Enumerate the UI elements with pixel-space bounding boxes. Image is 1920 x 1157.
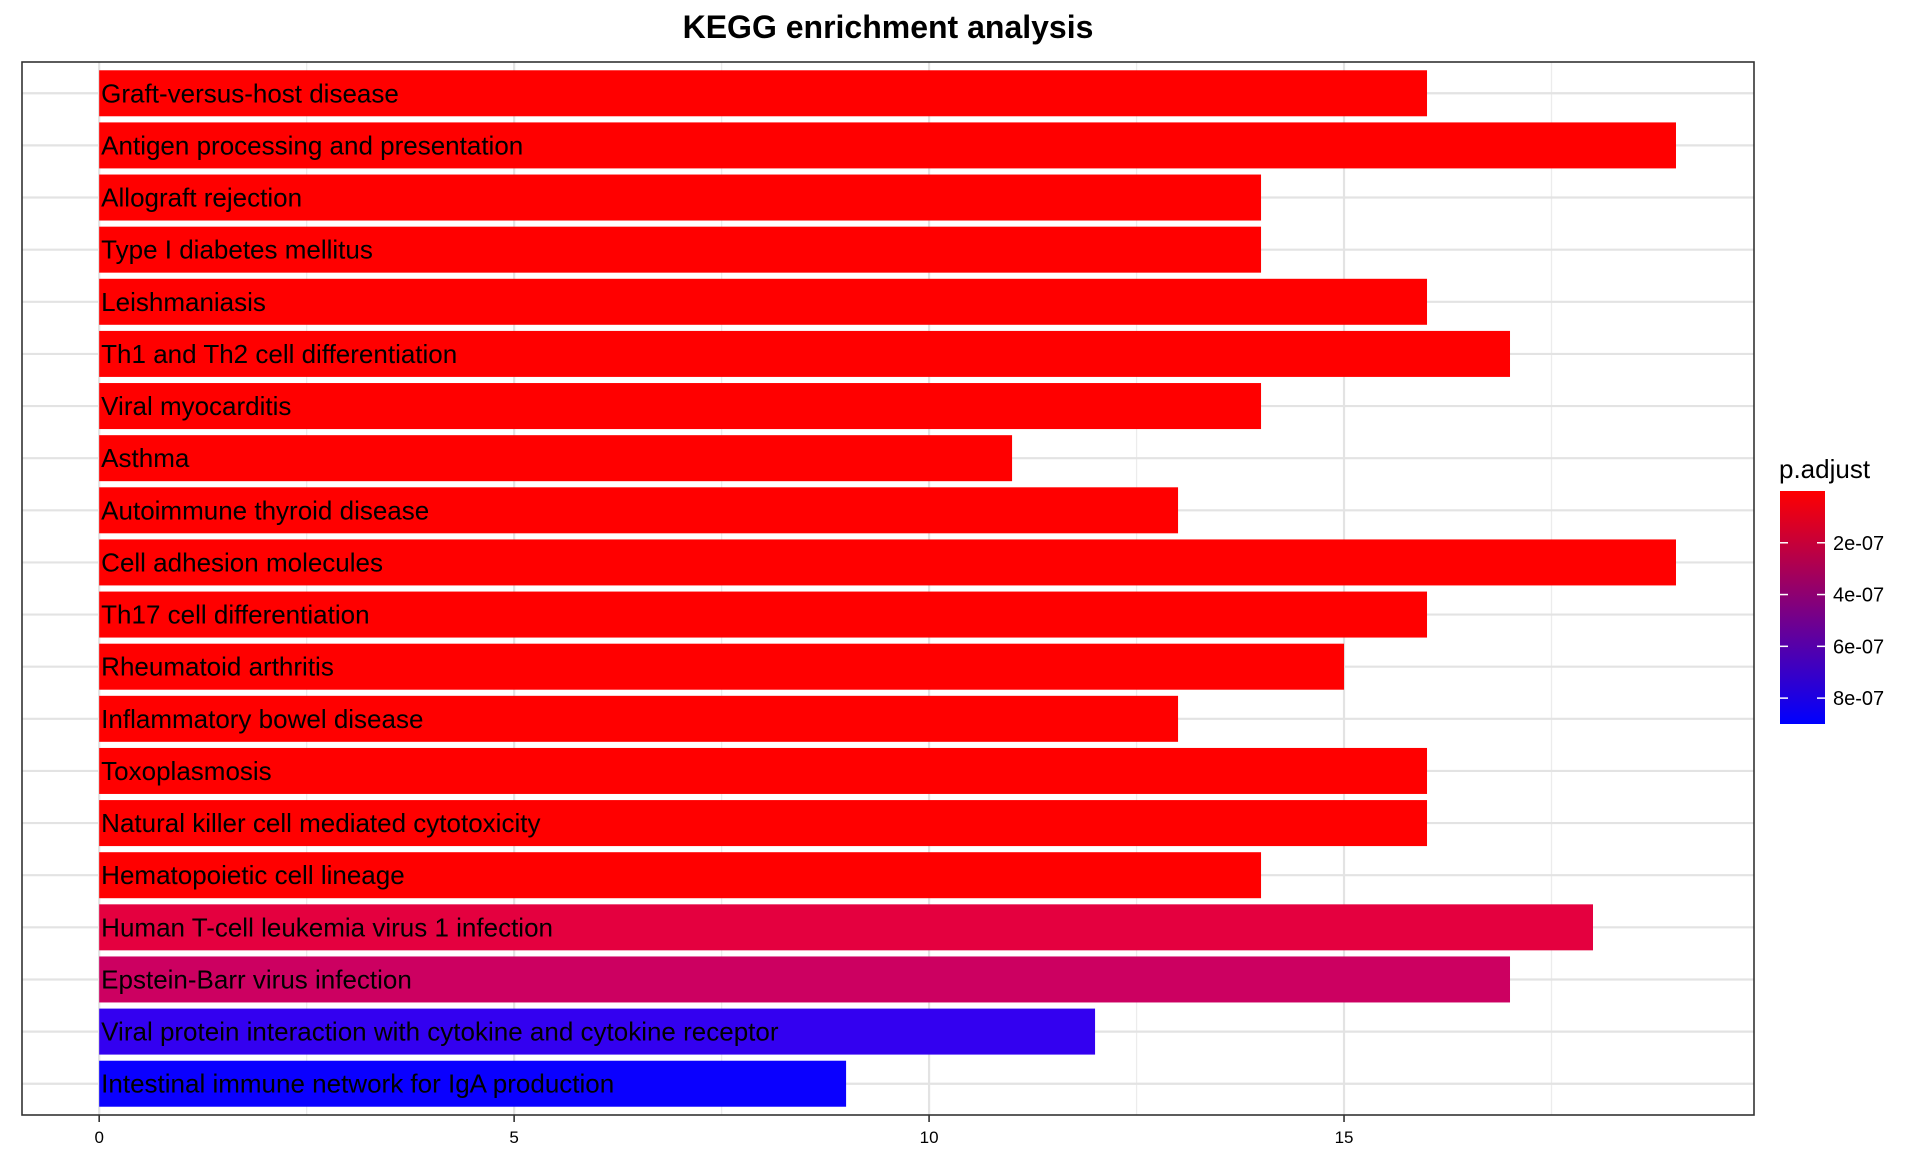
bar	[99, 1060, 847, 1107]
plot-border	[21, 61, 1755, 1116]
bar	[99, 487, 1179, 534]
legend-tick-label: 4e-07	[1833, 585, 1884, 607]
bar-label: Cell adhesion molecules	[101, 547, 383, 577]
legend-tick-label: 8e-07	[1833, 688, 1884, 710]
bar-label: Antigen processing and presentation	[101, 130, 523, 160]
bar-label: Natural killer cell mediated cytotoxicit…	[101, 808, 540, 838]
bar	[99, 852, 1262, 899]
bar-label: Epstein-Barr virus infection	[101, 964, 412, 994]
x-tick-label: 15	[1335, 1128, 1354, 1147]
bar	[99, 330, 1511, 377]
bar	[99, 435, 1013, 482]
bars	[99, 70, 1676, 1107]
bar	[99, 70, 1428, 117]
bar-label: Human T-cell leukemia virus 1 infection	[101, 912, 553, 942]
legend-title: p.adjust	[1779, 454, 1871, 484]
x-tick-label: 5	[509, 1128, 518, 1147]
legend: p.adjust 2e-07 4e-07 6e-07 8e-07	[1779, 454, 1884, 724]
x-tick-label: 10	[920, 1128, 939, 1147]
bar	[99, 226, 1262, 273]
x-axis: 0 5 10 15	[94, 1115, 1353, 1147]
bar	[99, 278, 1428, 325]
bar-label: Allograft rejection	[101, 183, 302, 213]
bar	[99, 591, 1428, 638]
bar	[99, 695, 1179, 742]
x-tick-label: 0	[94, 1128, 103, 1147]
bar-label: Asthma	[101, 443, 190, 473]
bar	[99, 122, 1676, 169]
bar-label: Type I diabetes mellitus	[101, 235, 373, 265]
bar-label: Th1 and Th2 cell differentiation	[101, 339, 457, 369]
bar-label: Inflammatory bowel disease	[101, 704, 423, 734]
bar-label: Viral protein interaction with cytokine …	[101, 1017, 779, 1047]
bar	[99, 539, 1676, 586]
bar	[99, 174, 1262, 221]
legend-ticks: 2e-07 4e-07 6e-07 8e-07	[1780, 533, 1884, 710]
bar	[99, 800, 1428, 847]
legend-tick-label: 6e-07	[1833, 636, 1884, 658]
bar-label: Autoimmune thyroid disease	[101, 495, 429, 525]
bar	[99, 1008, 1096, 1055]
bar	[99, 643, 1345, 690]
bar	[99, 747, 1428, 794]
bar	[99, 383, 1262, 430]
bar-label: Rheumatoid arthritis	[101, 652, 334, 682]
legend-colorbar	[1780, 491, 1825, 724]
bar	[99, 904, 1593, 951]
bar-label: Graft-versus-host disease	[101, 78, 399, 108]
chart-title: KEGG enrichment analysis	[683, 9, 1094, 45]
bar-label: Toxoplasmosis	[101, 756, 272, 786]
bar-label: Intestinal immune network for IgA produc…	[101, 1069, 614, 1099]
bar-label: Hematopoietic cell lineage	[101, 860, 405, 890]
bar-label: Th17 cell differentiation	[101, 600, 369, 630]
bar-label: Viral myocarditis	[101, 391, 291, 421]
bar-label: Leishmaniasis	[101, 287, 266, 317]
bar-labels: Graft-versus-host disease Antigen process…	[101, 78, 779, 1098]
bar	[99, 956, 1511, 1003]
legend-tick-label: 2e-07	[1833, 533, 1884, 555]
